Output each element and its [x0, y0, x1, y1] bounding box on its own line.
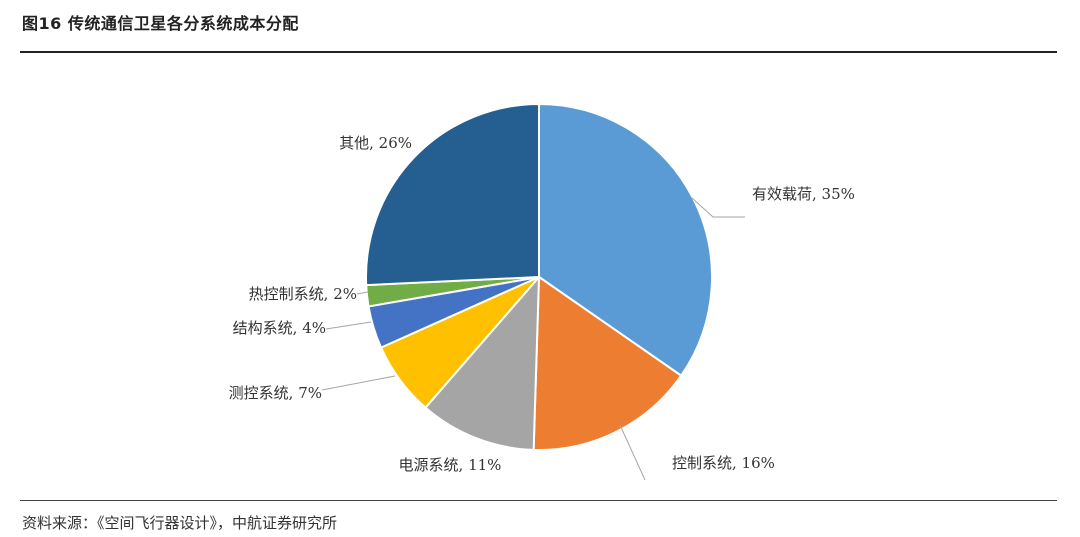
slice-label-5: 热控制系统, 2%: [249, 285, 357, 303]
pie-slice-6: [365, 102, 540, 287]
bottom-rule: [20, 500, 1057, 501]
slice-label-3: 测控系统, 7%: [229, 384, 322, 402]
chart-title: 图16 传统通信卫星各分系统成本分配: [22, 14, 299, 33]
slice-labels: 有效载荷, 35% 控制系统, 16% 电源系统, 11% 测控系统, 7% 结构系统,…: [229, 134, 855, 474]
pie-slices: [365, 102, 713, 451]
leader-lines: [321, 197, 745, 481]
top-rule: [20, 51, 1057, 53]
slice-label-0: 有效载荷, 35%: [752, 185, 855, 203]
pie-slice-1: [532, 275, 683, 451]
source-note: 资料来源：《空间飞行器设计》，中航证券研究所: [22, 514, 338, 532]
pie-slice-0: [538, 102, 713, 378]
pie-slice-2: [424, 274, 541, 451]
leader-line-4: [325, 321, 372, 330]
slice-label-4: 结构系统, 4%: [233, 319, 326, 337]
leader-line-3: [321, 375, 396, 391]
slice-label-6: 其他, 26%: [339, 134, 412, 152]
slice-label-2: 电源系统, 11%: [399, 456, 502, 474]
leader-line-5: [356, 291, 369, 295]
leader-line-1: [619, 424, 646, 481]
leader-line-0: [691, 197, 745, 218]
pie-chart: 有效载荷, 35% 控制系统, 16% 电源系统, 11% 测控系统, 7% 结构系统,…: [229, 102, 855, 481]
slice-label-1: 控制系统, 16%: [672, 454, 775, 472]
